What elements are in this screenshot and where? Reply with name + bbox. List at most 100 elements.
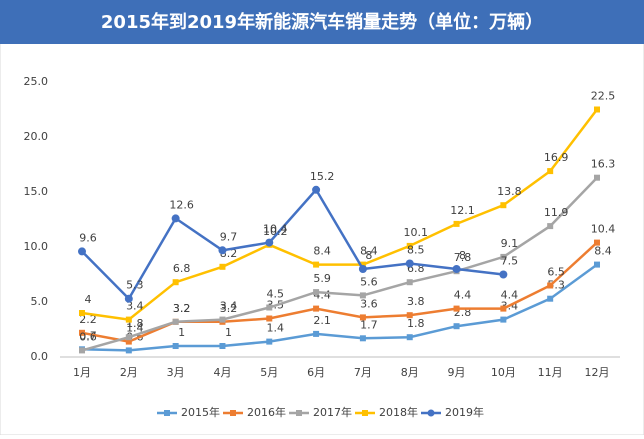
point: [359, 261, 366, 268]
data-label: 8: [459, 249, 466, 262]
data-label: 5.6: [360, 275, 378, 288]
point: [125, 316, 132, 323]
point: [359, 314, 366, 321]
point: [78, 247, 86, 256]
legend-marker: [164, 410, 170, 416]
point: [453, 220, 460, 227]
y-tick-label: 10.0: [24, 240, 49, 253]
point: [313, 330, 320, 337]
data-label: 3.2: [220, 302, 238, 315]
x-tick-label: 12月: [585, 366, 610, 379]
series-line: [81, 263, 598, 352]
data-label: 7.5: [501, 255, 519, 268]
data-label: 8.5: [407, 244, 425, 257]
x-tick-label: 2月: [120, 366, 138, 379]
data-label: 4: [85, 293, 92, 306]
point: [594, 106, 600, 113]
point: [219, 263, 226, 270]
data-label: 8.4: [313, 245, 331, 258]
y-tick-label: 5.0: [31, 295, 49, 308]
point: [406, 334, 413, 341]
x-tick-label: 8月: [401, 366, 419, 379]
point: [594, 239, 600, 246]
point: [79, 347, 85, 354]
point: [594, 174, 600, 181]
point: [171, 214, 180, 223]
point: [406, 242, 413, 249]
data-label: 1.8: [407, 317, 425, 330]
legend-marker: [230, 410, 236, 416]
point: [405, 259, 414, 268]
data-label: 12.6: [169, 198, 194, 211]
legend-label: 2018年: [379, 405, 418, 419]
point: [125, 338, 132, 345]
data-label: 15.2: [310, 170, 335, 183]
data-label: 22.5: [591, 90, 616, 103]
point: [218, 246, 227, 255]
data-label: 4.4: [454, 289, 472, 302]
chart-title: 2015年到2019年新能源汽车销量走势（单位：万辆）: [101, 11, 543, 33]
data-label: 9.1: [501, 237, 519, 250]
data-label: 3.8: [407, 295, 425, 308]
data-label: 8.4: [360, 245, 378, 258]
x-tick-label: 7月: [354, 366, 372, 379]
point: [219, 343, 226, 349]
point: [452, 265, 461, 273]
legend-marker: [296, 410, 302, 416]
point: [594, 261, 600, 268]
data-label: 6.8: [173, 262, 191, 275]
data-label: 2.2: [79, 313, 97, 326]
data-label: 7.8: [454, 251, 472, 264]
point: [406, 279, 413, 286]
y-tick-label: 15.0: [24, 185, 49, 198]
point: [500, 316, 507, 323]
data-label: 6.5: [547, 266, 565, 279]
legend-marker: [362, 410, 368, 416]
x-tick-label: 9月: [448, 366, 466, 379]
point: [359, 292, 366, 299]
legend-label: 2019年: [445, 405, 484, 419]
x-tick-label: 10月: [491, 366, 516, 379]
data-label: 16.3: [591, 158, 616, 171]
point: [547, 282, 554, 289]
data-label: 1: [225, 326, 232, 339]
x-tick-label: 11月: [538, 366, 563, 379]
point: [313, 305, 320, 312]
point: [359, 335, 366, 342]
y-tick-label: 20.0: [24, 130, 49, 143]
legend-label: 2017年: [313, 405, 352, 419]
point: [547, 295, 554, 302]
legend-label: 2016年: [247, 405, 286, 419]
data-label: 3.2: [173, 302, 191, 315]
point: [500, 253, 507, 260]
point: [125, 334, 132, 341]
series-line: [81, 108, 598, 321]
data-label: 9.6: [79, 231, 97, 244]
data-label: 1: [178, 326, 185, 339]
y-tick-label: 0.0: [31, 350, 49, 363]
x-tick-label: 1月: [73, 366, 91, 379]
x-tick-label: 4月: [213, 366, 231, 379]
point: [499, 270, 508, 279]
data-label: 5.9: [313, 272, 331, 285]
data-label: 4.5: [267, 288, 285, 301]
data-label: 16.9: [544, 151, 569, 164]
point: [500, 202, 507, 209]
point: [547, 223, 554, 230]
point: [266, 338, 273, 345]
data-label: 5.3: [126, 279, 144, 292]
point: [79, 310, 85, 316]
point: [358, 265, 367, 273]
data-label: 11.9: [544, 206, 569, 219]
point: [172, 279, 179, 286]
data-label: 1.4: [267, 322, 285, 335]
point: [266, 304, 273, 311]
data-label: 3.4: [220, 300, 238, 313]
data-label: 12.1: [450, 204, 475, 217]
point: [313, 261, 320, 268]
data-label: 1.7: [360, 318, 378, 331]
point: [79, 329, 85, 336]
point: [219, 316, 226, 323]
